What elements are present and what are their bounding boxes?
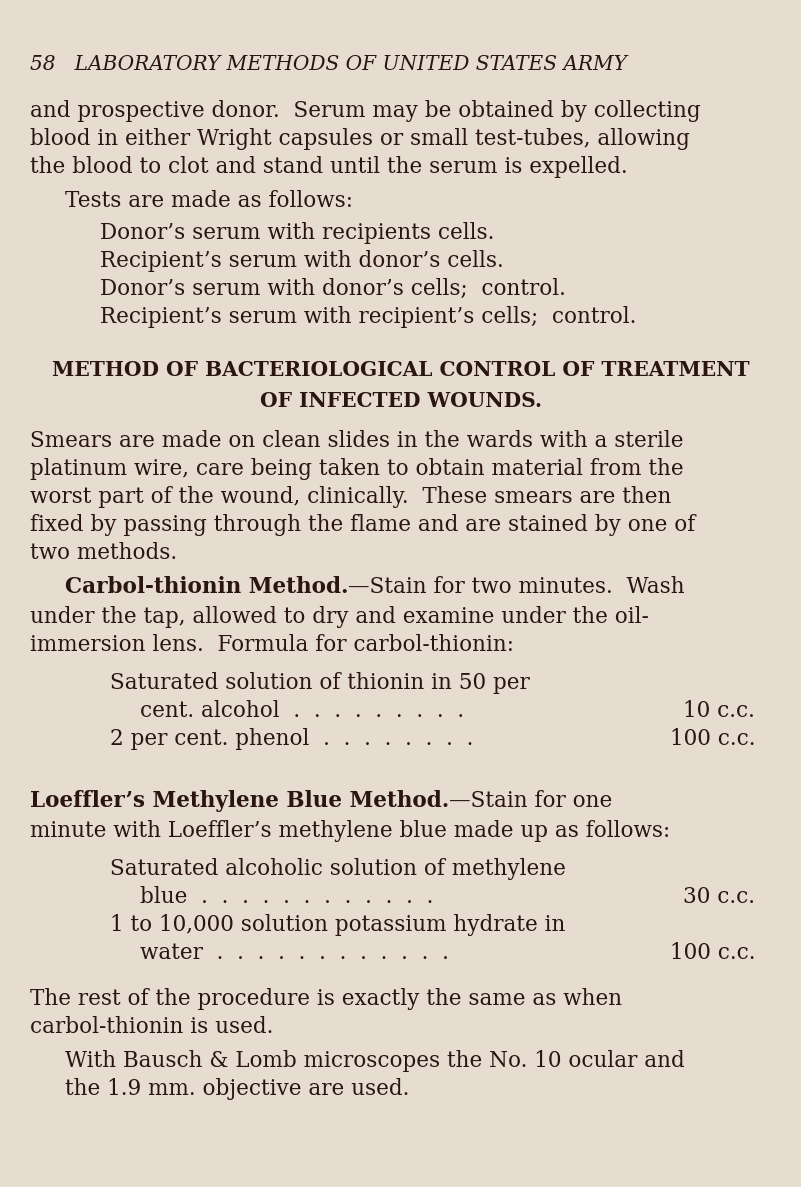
Text: —Stain for one: —Stain for one <box>449 791 613 812</box>
Text: 58   LABORATORY METHODS OF UNITED STATES ARMY: 58 LABORATORY METHODS OF UNITED STATES A… <box>30 55 627 74</box>
Text: worst part of the wound, clinically.  These smears are then: worst part of the wound, clinically. The… <box>30 485 671 508</box>
Text: Carbol-thionin Method.: Carbol-thionin Method. <box>65 576 348 598</box>
Text: water  .  .  .  .  .  .  .  .  .  .  .  .: water . . . . . . . . . . . . <box>140 942 449 964</box>
Text: minute with Loeffler’s methylene blue made up as follows:: minute with Loeffler’s methylene blue ma… <box>30 820 670 842</box>
Text: Saturated solution of thionin in 50 per: Saturated solution of thionin in 50 per <box>110 672 529 694</box>
Text: cent. alcohol  .  .  .  .  .  .  .  .  .: cent. alcohol . . . . . . . . . <box>140 700 464 722</box>
Text: METHOD OF BACTERIOLOGICAL CONTROL OF TREATMENT: METHOD OF BACTERIOLOGICAL CONTROL OF TRE… <box>52 360 749 380</box>
Text: With Bausch & Lomb microscopes the No. 10 ocular and: With Bausch & Lomb microscopes the No. 1… <box>65 1050 685 1072</box>
Text: under the tap, allowed to dry and examine under the oil-: under the tap, allowed to dry and examin… <box>30 607 649 628</box>
Text: two methods.: two methods. <box>30 542 177 564</box>
Text: platinum wire, care being taken to obtain material from the: platinum wire, care being taken to obtai… <box>30 458 683 480</box>
Text: blue  .  .  .  .  .  .  .  .  .  .  .  .: blue . . . . . . . . . . . . <box>140 886 433 908</box>
Text: Recipient’s serum with recipient’s cells;  control.: Recipient’s serum with recipient’s cells… <box>100 306 636 328</box>
Text: the 1.9 mm. objective are used.: the 1.9 mm. objective are used. <box>65 1078 409 1100</box>
Text: 100 c.c.: 100 c.c. <box>670 728 755 750</box>
Text: Recipient’s serum with donor’s cells.: Recipient’s serum with donor’s cells. <box>100 250 504 272</box>
Text: and prospective donor.  Serum may be obtained by collecting: and prospective donor. Serum may be obta… <box>30 100 701 122</box>
Text: Donor’s serum with donor’s cells;  control.: Donor’s serum with donor’s cells; contro… <box>100 278 566 300</box>
Text: 30 c.c.: 30 c.c. <box>683 886 755 908</box>
Text: Donor’s serum with recipients cells.: Donor’s serum with recipients cells. <box>100 222 494 245</box>
Text: Tests are made as follows:: Tests are made as follows: <box>65 190 353 212</box>
Text: —Stain for two minutes.  Wash: —Stain for two minutes. Wash <box>348 576 685 598</box>
Text: carbol-thionin is used.: carbol-thionin is used. <box>30 1016 273 1037</box>
Text: the blood to clot and stand until the serum is expelled.: the blood to clot and stand until the se… <box>30 155 628 178</box>
Text: OF INFECTED WOUNDS.: OF INFECTED WOUNDS. <box>260 391 541 411</box>
Text: Loeffler’s Methylene Blue Method.: Loeffler’s Methylene Blue Method. <box>30 791 449 812</box>
Text: immersion lens.  Formula for carbol-thionin:: immersion lens. Formula for carbol-thion… <box>30 634 514 656</box>
Text: 1 to 10,000 solution potassium hydrate in: 1 to 10,000 solution potassium hydrate i… <box>110 914 566 937</box>
Text: Smears are made on clean slides in the wards with a sterile: Smears are made on clean slides in the w… <box>30 430 683 452</box>
Text: 100 c.c.: 100 c.c. <box>670 942 755 964</box>
Text: fixed by passing through the flame and are stained by one of: fixed by passing through the flame and a… <box>30 514 695 537</box>
Text: 10 c.c.: 10 c.c. <box>683 700 755 722</box>
Text: The rest of the procedure is exactly the same as when: The rest of the procedure is exactly the… <box>30 988 622 1010</box>
Text: 2 per cent. phenol  .  .  .  .  .  .  .  .: 2 per cent. phenol . . . . . . . . <box>110 728 473 750</box>
Text: Saturated alcoholic solution of methylene: Saturated alcoholic solution of methylen… <box>110 858 566 880</box>
Text: blood in either Wright capsules or small test-tubes, allowing: blood in either Wright capsules or small… <box>30 128 690 150</box>
